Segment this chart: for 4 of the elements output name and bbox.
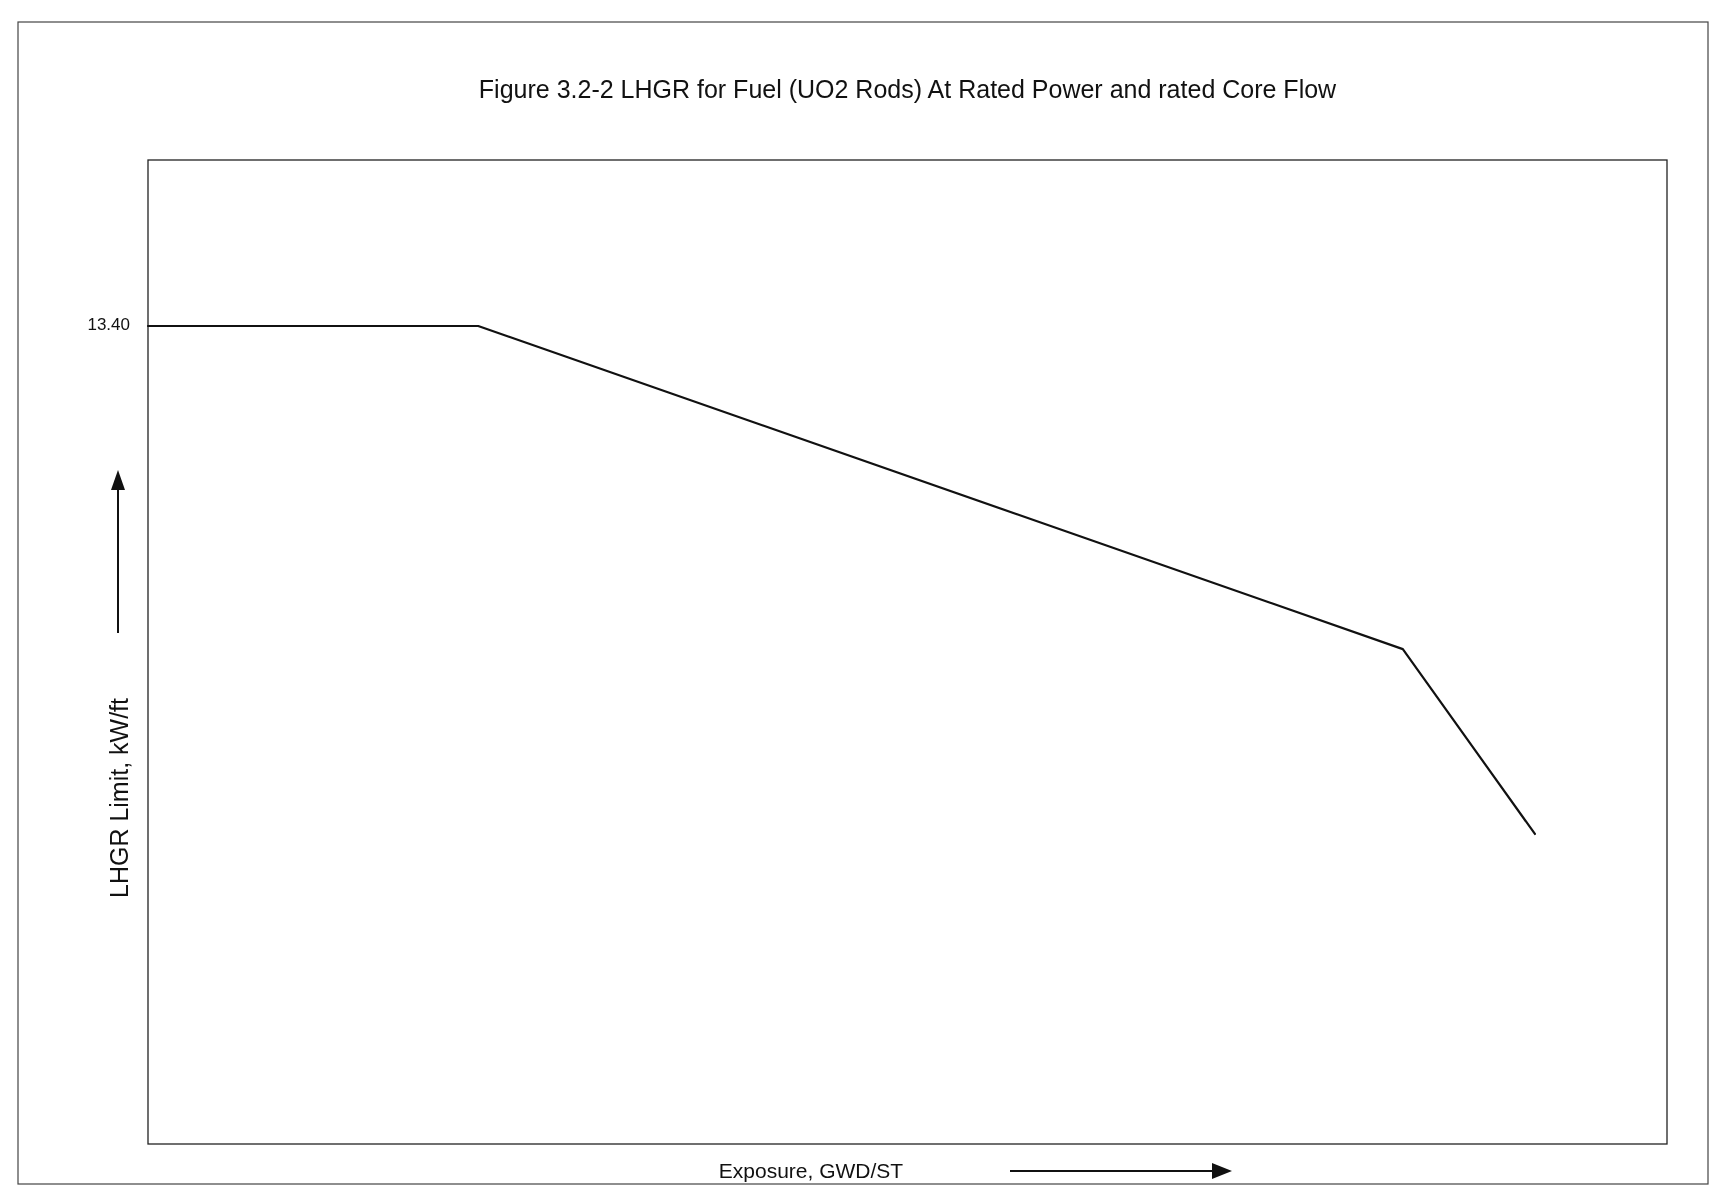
- x-axis-title: Exposure, GWD/ST: [718, 1159, 904, 1182]
- y-axis-title: LHGR Limit, kW/ft: [105, 697, 133, 899]
- chart-title: Figure 3.2-2 LHGR for Fuel (UO2 Rods) At Rated Power and rated Core Flow: [478, 75, 1338, 103]
- text: 13.40: [87, 315, 130, 335]
